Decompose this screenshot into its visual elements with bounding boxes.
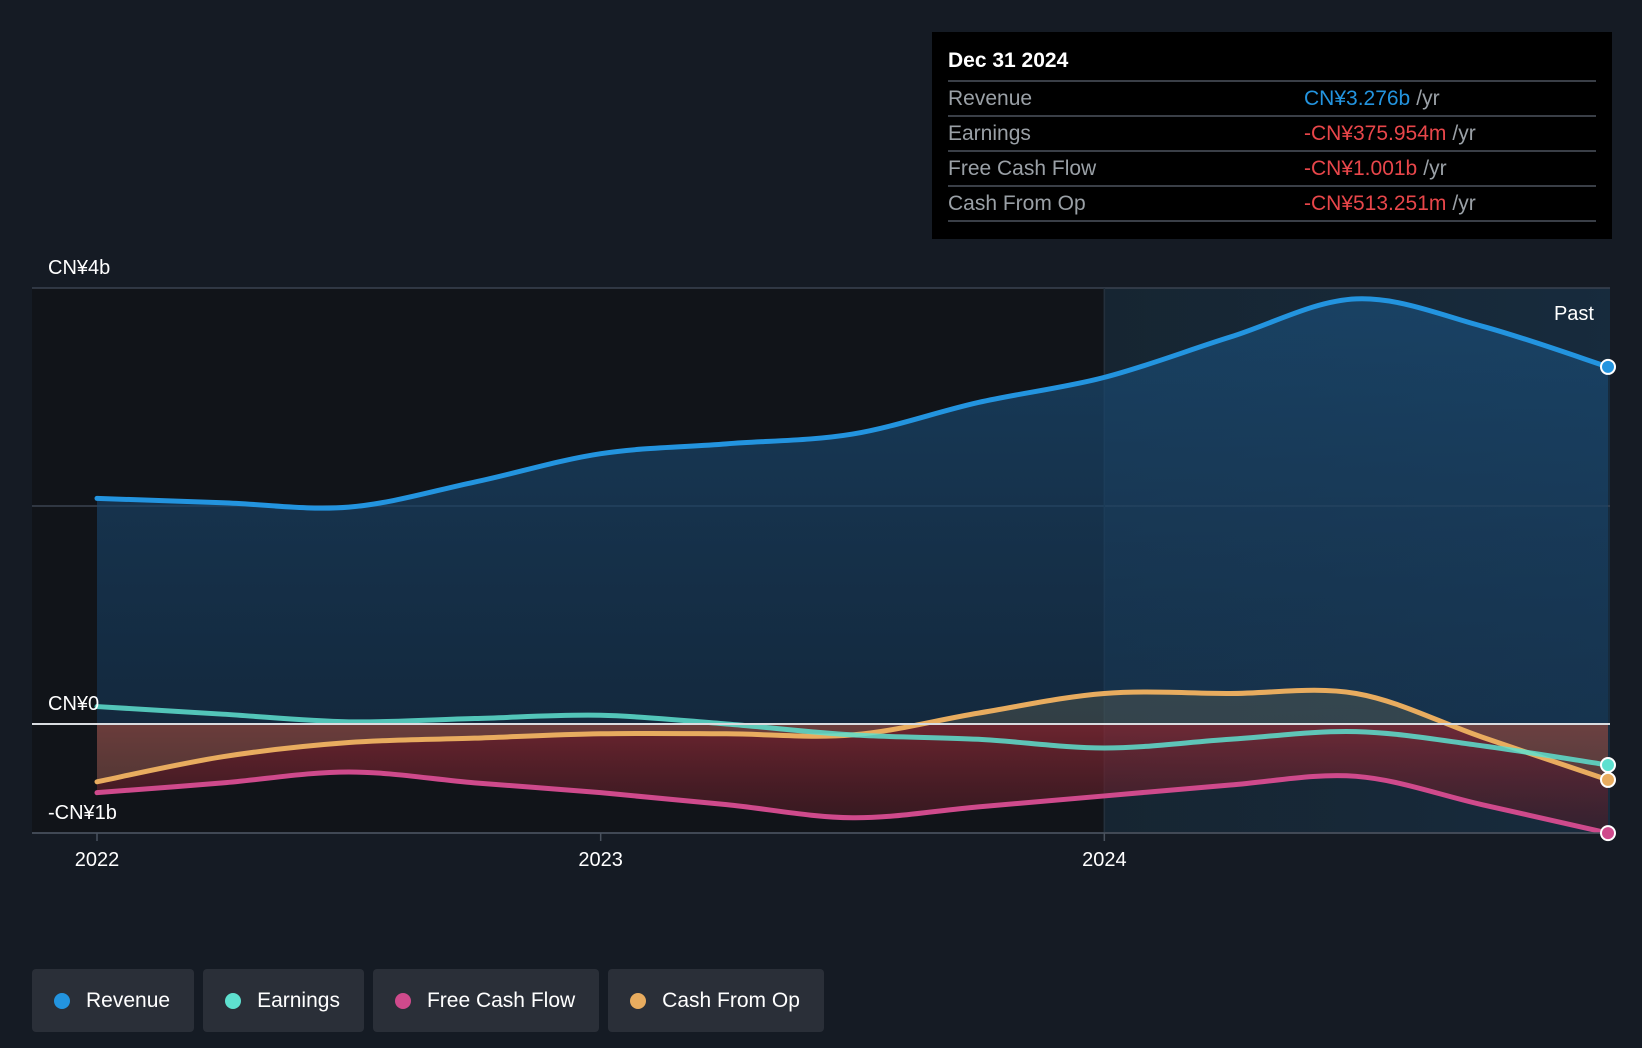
legend-label: Free Cash Flow [426,988,576,1012]
legend-item-cash-from-op[interactable]: Cash From Op [608,969,824,1032]
tooltip-value: -CN¥513.251m [1304,192,1447,215]
legend-label: Revenue [86,988,171,1012]
line-free-cash-flow [94,769,1611,836]
tooltip-value: -CN¥1.001b [1304,157,1418,180]
tooltip: Dec 31 2024 Revenue CN¥3.276b /yr Earnin… [932,32,1612,239]
tooltip-unit: /yr [1452,192,1476,215]
tooltip-label: Revenue [948,87,1033,110]
marker-free-cash-flow [1600,825,1616,842]
tooltip-label: Free Cash Flow [948,157,1097,180]
tooltip-unit: /yr [1416,87,1440,110]
legend-item-revenue[interactable]: Revenue [32,969,195,1032]
tooltip-date: Dec 31 2024 [948,46,1596,82]
tooltip-label: Earnings [948,122,1031,145]
area-revenue [97,298,1608,724]
legend-dot-icon [225,992,242,1009]
tooltip-value: CN¥3.276b [1304,87,1411,110]
marker-earnings [1600,756,1616,773]
y-axis-label: -CN¥1b [48,802,117,824]
tooltip-row-revenue: Revenue CN¥3.276b /yr [948,82,1596,117]
legend-dot-icon [394,992,411,1009]
marker-cash-from-op [1600,771,1616,788]
line-earnings [94,704,1611,768]
tooltip-label: Cash From Op [948,192,1086,215]
area-cash-from-op [97,690,1608,782]
past-label: Past [1554,303,1594,325]
tooltip-unit: /yr [1452,122,1476,145]
x-tick-label: 2022 [75,849,120,871]
legend-item-free-cash-flow[interactable]: Free Cash Flow [372,969,600,1032]
tooltip-value: -CN¥375.954m [1304,122,1447,145]
line-revenue [94,296,1611,511]
legend: Revenue Earnings Free Cash Flow Cash Fro… [32,969,824,1032]
legend-dot-icon [630,992,647,1009]
legend-label: Cash From Op [662,988,800,1012]
tooltip-unit: /yr [1423,157,1447,180]
y-axis-label: CN¥4b [48,257,110,279]
legend-dot-icon [54,992,70,1009]
tooltip-row-cash-from-op: Cash From Op -CN¥513.251m /yr [948,187,1596,222]
tooltip-row-earnings: Earnings -CN¥375.954m /yr [948,117,1596,152]
legend-item-earnings[interactable]: Earnings [203,969,364,1032]
y-axis-label: CN¥0 [48,693,99,715]
area-free-cash-flow [97,724,1608,834]
legend-label: Earnings [257,988,340,1012]
tooltip-row-free-cash-flow: Free Cash Flow -CN¥1.001b /yr [948,152,1596,187]
marker-revenue [1600,358,1616,375]
x-tick-label: 2024 [1082,849,1127,871]
x-tick-label: 2023 [578,849,623,871]
